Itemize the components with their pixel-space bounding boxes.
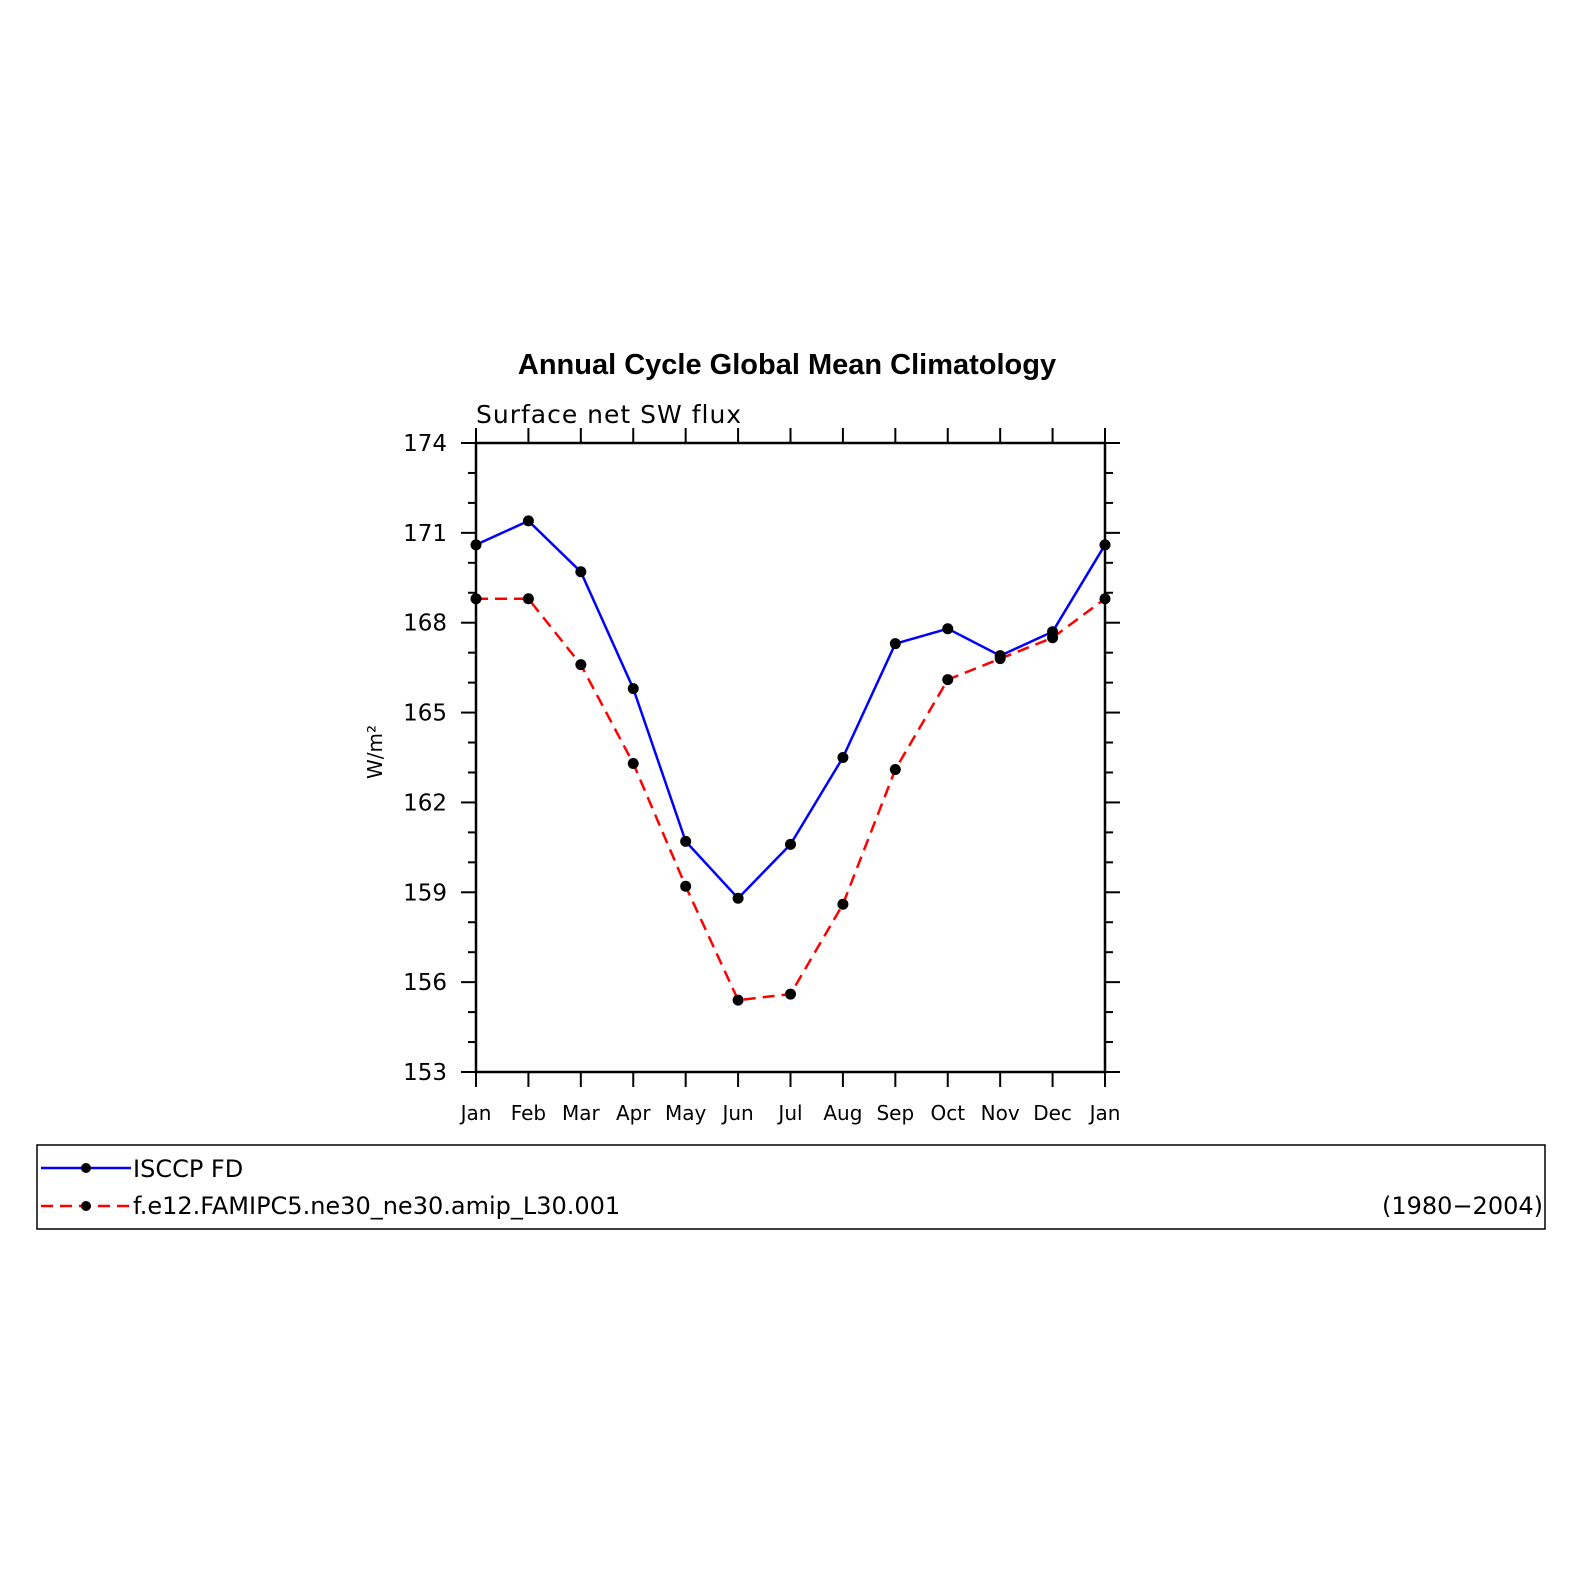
chart-subtitle: Surface net SW flux: [476, 400, 742, 429]
x-tick-label: Sep: [876, 1101, 914, 1125]
x-tick-label: Jan: [1088, 1101, 1121, 1125]
series-0-point: [942, 623, 954, 635]
series-1-point: [470, 593, 482, 605]
legend-label-model: f.e12.FAMIPC5.ne30_ne30.amip_L30.001: [133, 1192, 620, 1220]
series-0-point: [627, 683, 639, 695]
y-tick-label: 174: [403, 431, 447, 457]
series-0-point: [680, 835, 692, 847]
series-0-point: [575, 566, 587, 578]
series-0-point: [889, 638, 901, 650]
y-tick-label: 153: [403, 1060, 447, 1086]
series-1-point: [732, 994, 744, 1006]
x-tick-labels: Jan Feb Mar Apr May Jun Jul Aug Sep Oct Nov Dec Jan: [459, 1101, 1121, 1125]
series-layer: [470, 515, 1111, 1006]
x-tick-label: Nov: [981, 1101, 1020, 1125]
y-tick-label: 165: [403, 701, 447, 727]
y-tick-label: 171: [403, 521, 447, 547]
x-tick-label: Jul: [776, 1101, 802, 1125]
series-0-point: [470, 539, 482, 551]
series-1-point: [785, 988, 796, 1000]
series-line-1: [476, 597, 1106, 1002]
series-0-point: [522, 515, 534, 527]
series-1-point: [627, 757, 639, 769]
x-tick-label: Dec: [1033, 1101, 1072, 1125]
x-tick-label: Jun: [720, 1101, 753, 1125]
series-1-point: [942, 674, 954, 686]
x-tick-label: Apr: [616, 1101, 651, 1125]
series-1-point: [522, 593, 534, 605]
y-tick-label: 168: [403, 611, 447, 637]
legend-marker-model: [81, 1201, 91, 1211]
series-1-point: [575, 659, 587, 671]
series-0-point: [837, 752, 849, 763]
series-1-point: [1099, 593, 1111, 605]
y-tick-labels: 174 171 168 165 162 159 156 153: [403, 431, 447, 1086]
series-1-point: [889, 763, 901, 775]
y-tick-label: 162: [403, 790, 447, 816]
series-1-point: [994, 653, 1006, 665]
x-tick-label: May: [665, 1101, 707, 1125]
x-tick-label: Feb: [511, 1101, 546, 1125]
chart-title: Annual Cycle Global Mean Climatology: [518, 349, 1056, 381]
series-0-point: [1099, 539, 1111, 551]
legend-label-isccp: ISCCP FD: [133, 1155, 243, 1183]
legend: ISCCP FD f.e12.FAMIPC5.ne30_ne30.amip_L3…: [36, 1144, 1546, 1230]
legend-marker-isccp: [81, 1163, 91, 1173]
x-tick-label: Jan: [459, 1101, 492, 1125]
legend-box: [36, 1144, 1546, 1230]
series-1-point: [680, 880, 692, 892]
y-tick-label: 156: [403, 970, 447, 996]
axis-ticks: [461, 428, 1120, 1087]
series-0-point: [785, 838, 796, 850]
x-tick-label: Oct: [930, 1101, 965, 1125]
x-tick-label: Aug: [823, 1101, 862, 1125]
y-tick-label: 159: [403, 880, 447, 906]
y-axis-label: W/m²: [363, 725, 387, 779]
legend-period: (1980−2004): [1382, 1192, 1543, 1220]
x-tick-label: Mar: [562, 1101, 601, 1125]
plot-frame: [474, 441, 1107, 1074]
series-1-point: [1047, 632, 1059, 644]
series-1-point: [837, 898, 849, 910]
plot-border: [474, 441, 1107, 1074]
series-0-point: [732, 892, 744, 904]
